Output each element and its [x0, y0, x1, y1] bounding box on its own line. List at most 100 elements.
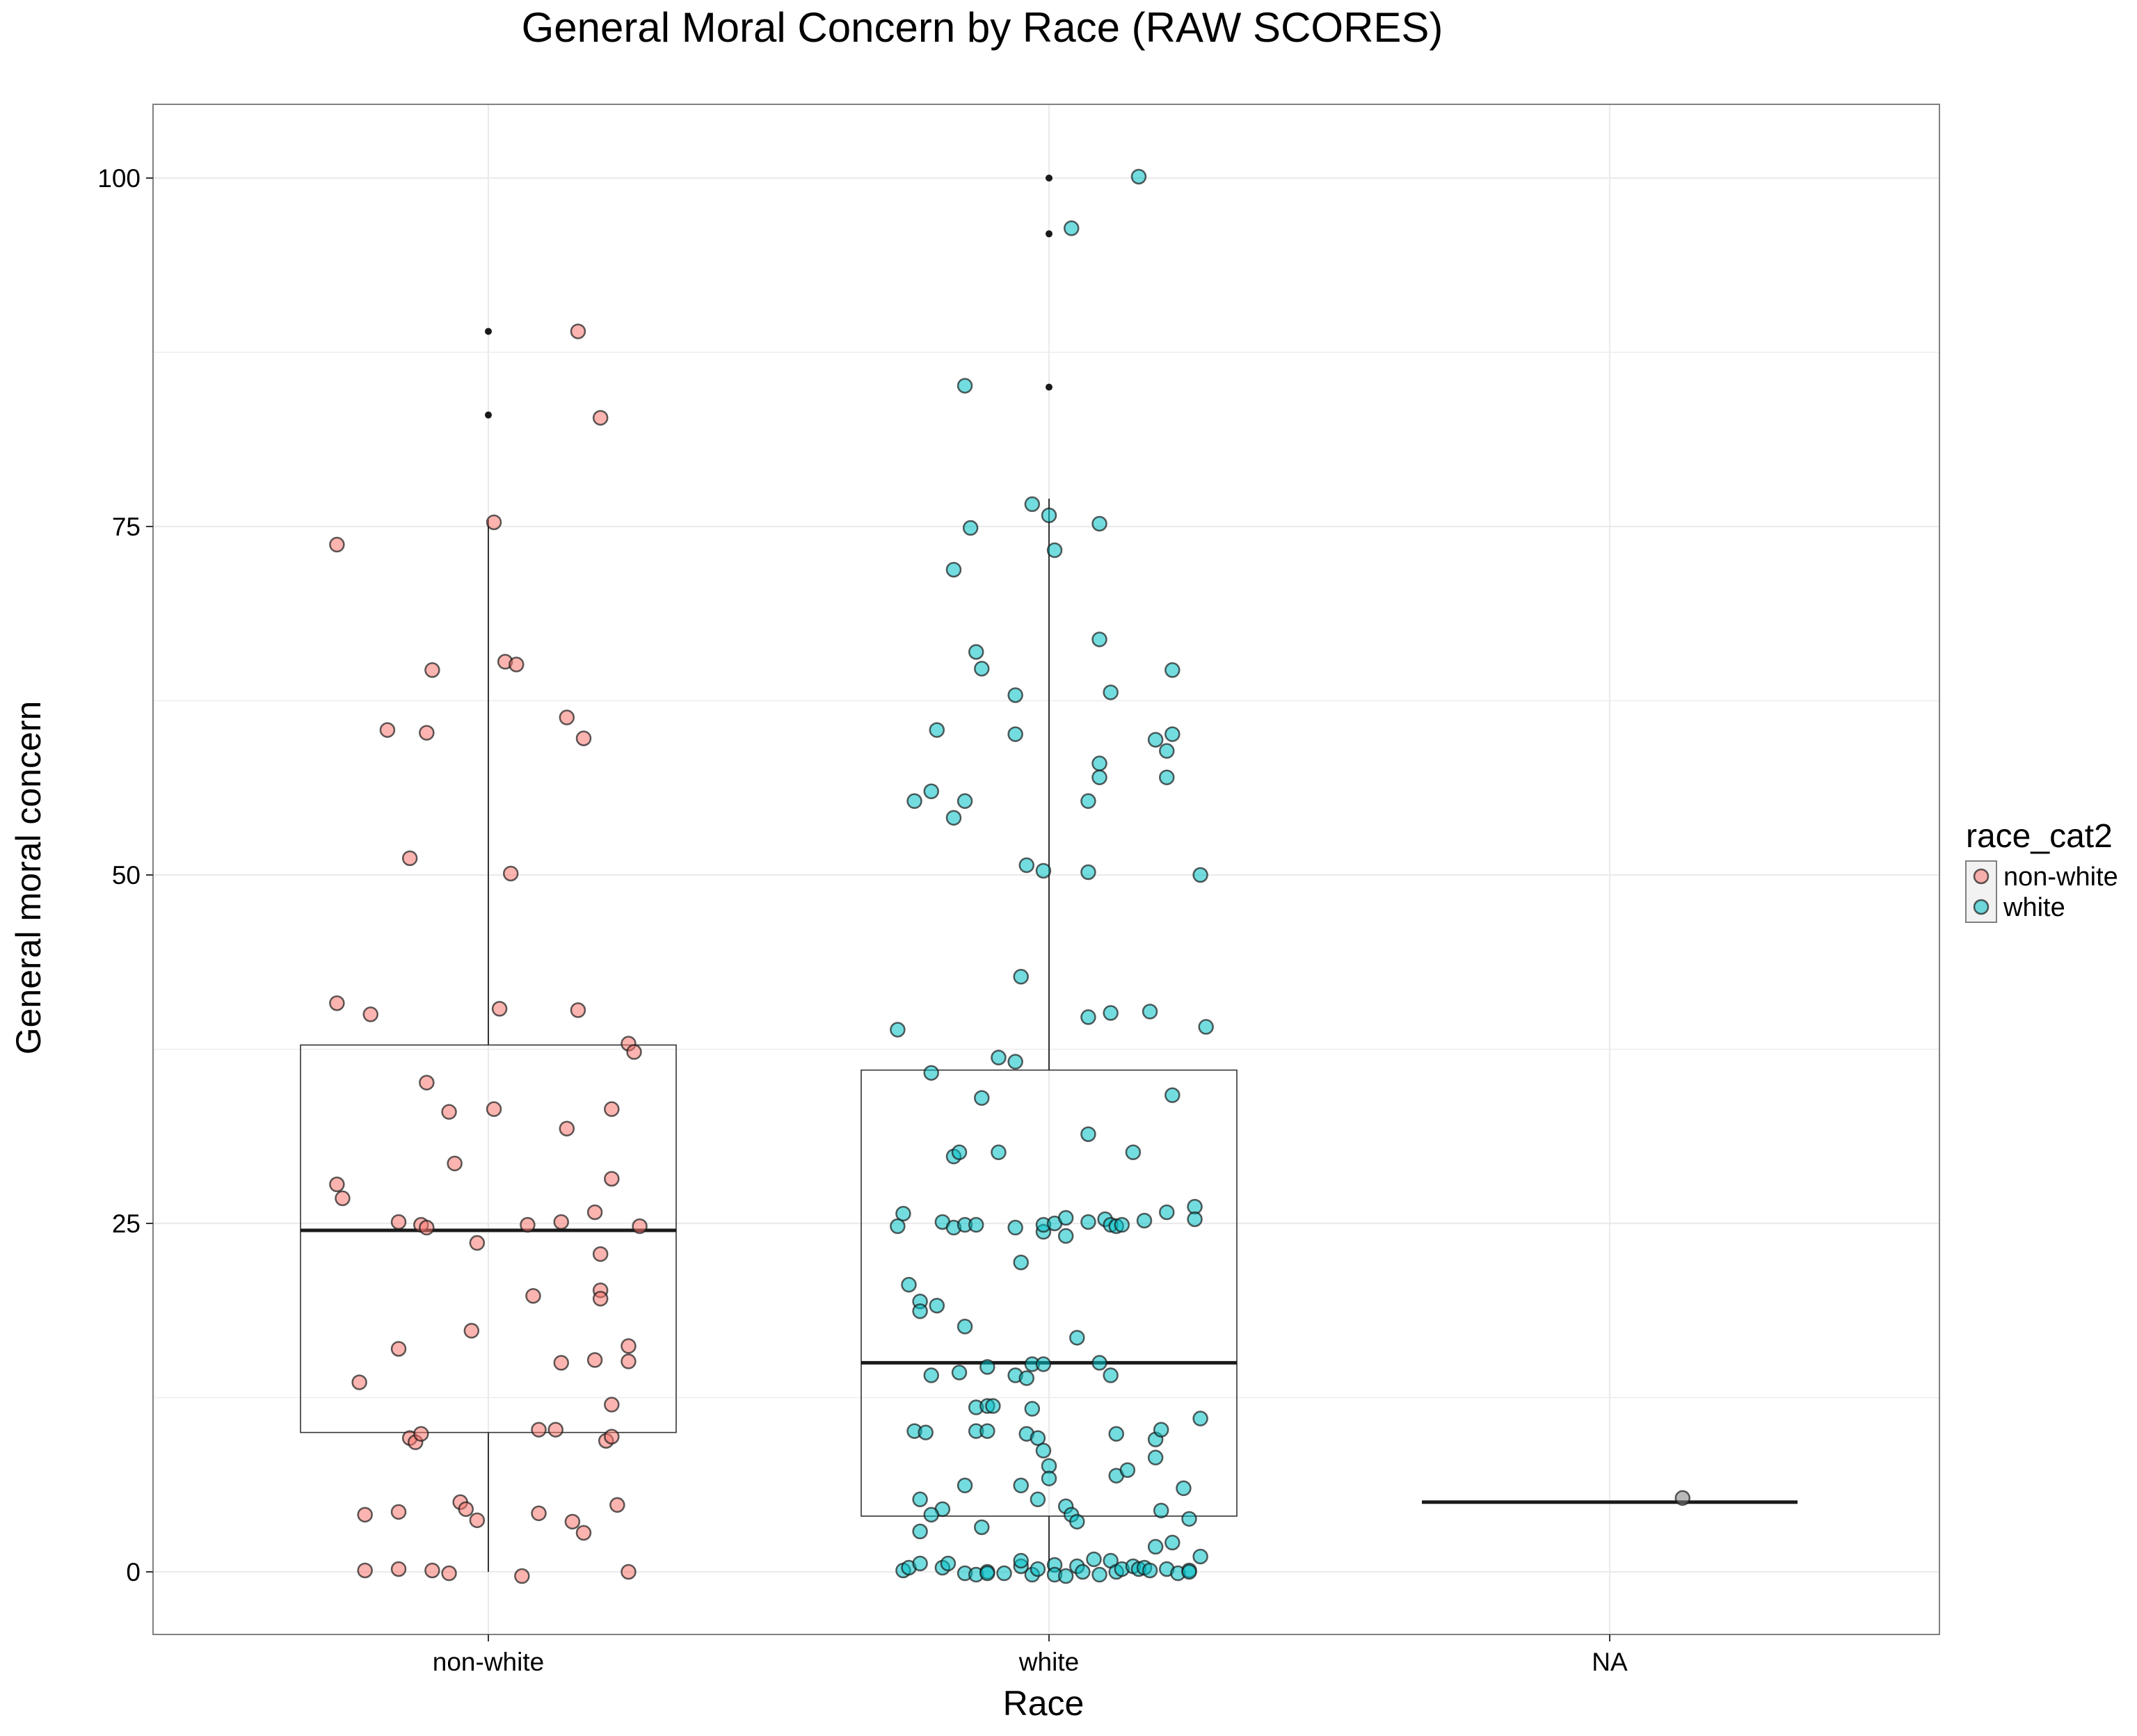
legend-label-non-white: non-white: [2003, 862, 2118, 892]
data-point: [514, 1568, 530, 1584]
data-point: [957, 1477, 973, 1494]
data-point: [985, 1398, 1001, 1414]
data-point: [1159, 769, 1175, 785]
data-point: [1103, 684, 1119, 700]
data-point: [469, 1235, 486, 1251]
data-point: [1041, 1470, 1057, 1486]
data-point: [531, 1422, 547, 1438]
data-point: [940, 1555, 957, 1572]
y-tick-label: 75: [112, 513, 141, 541]
data-point: [604, 1171, 620, 1187]
box-iqr: [861, 1069, 1238, 1517]
data-point: [979, 1359, 995, 1375]
data-point: [502, 865, 519, 882]
data-point: [604, 1397, 620, 1413]
data-point: [586, 1204, 603, 1221]
data-point: [974, 1519, 990, 1536]
data-point: [1030, 1430, 1046, 1446]
data-point: [1046, 542, 1063, 558]
data-point: [1091, 515, 1107, 532]
data-point: [1091, 1355, 1107, 1371]
data-point: [329, 536, 345, 553]
data-point: [991, 1144, 1007, 1161]
jitter-points-layer: [329, 168, 1691, 1584]
y-tick-label: 50: [112, 861, 141, 890]
data-point: [962, 520, 979, 536]
y-tick-label: 25: [112, 1209, 141, 1238]
data-point: [586, 1352, 603, 1368]
data-point: [351, 1374, 367, 1390]
data-point: [979, 1423, 995, 1439]
data-point: [979, 1565, 995, 1582]
data-point: [1142, 1562, 1158, 1579]
data-point: [957, 793, 973, 810]
data-point: [329, 1176, 345, 1193]
data-point: [335, 1190, 351, 1207]
data-point: [575, 1525, 592, 1541]
data-point: [553, 1355, 570, 1371]
data-point: [1103, 1005, 1119, 1021]
x-axis: non-white white NA: [433, 1634, 1628, 1676]
data-point: [329, 995, 345, 1011]
data-point: [553, 1214, 570, 1230]
data-point: [1057, 1568, 1074, 1584]
data-point: [1063, 220, 1080, 236]
data-point: [974, 1090, 990, 1106]
data-point: [957, 378, 973, 394]
data-point: [974, 661, 990, 677]
data-point: [1153, 1502, 1169, 1519]
data-point: [564, 1513, 581, 1530]
data-point: [458, 1501, 474, 1518]
data-point: [1030, 1491, 1046, 1508]
data-point: [486, 514, 502, 531]
data-point: [1024, 496, 1041, 513]
y-axis: 0 25 50 75 100: [97, 164, 153, 1586]
data-point: [1192, 867, 1208, 883]
data-point: [1057, 1228, 1074, 1244]
data-point: [1103, 1367, 1119, 1383]
data-point: [906, 793, 922, 810]
data-point: [1080, 1126, 1096, 1142]
data-point: [441, 1565, 457, 1582]
data-point: [424, 662, 440, 678]
data-point: [1035, 1356, 1052, 1372]
data-point: [1091, 632, 1107, 648]
data-point: [1108, 1426, 1124, 1442]
data-point: [1086, 1551, 1102, 1568]
data-point: [575, 730, 592, 746]
data-point: [923, 1506, 939, 1523]
data-point: [1013, 1477, 1029, 1494]
legend-key-non-white: [1973, 868, 1990, 885]
data-point: [570, 323, 586, 339]
y-tick-label: 100: [97, 164, 141, 193]
data-point: [1147, 1538, 1164, 1555]
data-point: [1069, 1513, 1085, 1530]
data-point: [1075, 1564, 1091, 1580]
data-point: [1013, 1552, 1029, 1569]
data-point: [1035, 1442, 1052, 1458]
data-point: [912, 1491, 928, 1508]
data-point: [951, 1365, 968, 1381]
data-point: [570, 1002, 586, 1018]
data-point: [991, 1050, 1007, 1066]
x-tick-label: non-white: [433, 1648, 544, 1676]
data-point: [1007, 1219, 1023, 1236]
legend-label-white: white: [2003, 893, 2065, 922]
data-point: [1198, 1019, 1214, 1035]
data-point: [441, 1104, 457, 1120]
data-point: [1674, 1490, 1691, 1506]
data-point: [957, 1319, 973, 1335]
data-point: [592, 1246, 609, 1262]
data-point: [357, 1506, 373, 1523]
data-point: [912, 1523, 928, 1540]
data-point: [951, 1144, 968, 1161]
data-point: [609, 1497, 625, 1513]
data-point: [362, 1006, 378, 1022]
data-point: [1159, 1204, 1175, 1221]
legend-key-white: [1973, 899, 1990, 915]
y-axis-title: General moral concern: [9, 701, 48, 1055]
data-point: [1181, 1564, 1197, 1580]
data-point: [559, 1120, 575, 1136]
